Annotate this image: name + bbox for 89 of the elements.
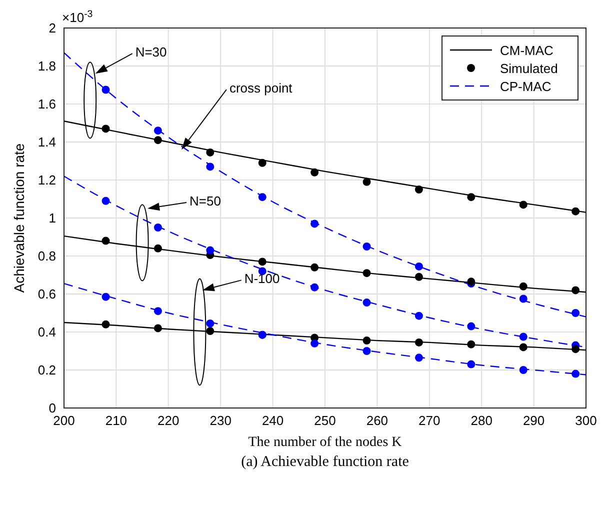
- point: [519, 200, 528, 209]
- point: [362, 347, 371, 355]
- annotation: N=30: [135, 44, 167, 60]
- y-tick-label: 0.2: [38, 362, 56, 378]
- x-tick-label: 220: [158, 413, 180, 428]
- point: [310, 220, 319, 228]
- line-series: [64, 235, 586, 293]
- text: ×10$^{-3}$: [62, 8, 93, 25]
- point: [519, 282, 528, 290]
- line-series: [64, 322, 586, 351]
- point: [467, 340, 476, 348]
- point: [310, 168, 319, 176]
- point: [102, 86, 110, 94]
- x-tick-label: 260: [366, 413, 388, 428]
- y-tick-label: 0.4: [38, 324, 56, 340]
- point: [572, 345, 580, 354]
- annotation: cross point: [229, 80, 293, 96]
- point: [572, 207, 580, 216]
- point: [154, 244, 162, 252]
- point: [362, 269, 371, 278]
- point: [519, 294, 528, 303]
- x-tick-label: 200: [53, 413, 75, 428]
- point: [362, 242, 371, 250]
- point: [258, 158, 266, 167]
- y-tick-label: 1.6: [38, 96, 56, 112]
- point: [414, 354, 423, 362]
- point: [258, 193, 266, 202]
- legend-label: CM-MAC: [500, 43, 554, 58]
- y-axis-title: Achievable function rate: [11, 143, 27, 293]
- y-tick-label: 0.8: [38, 248, 56, 264]
- point: [467, 322, 476, 330]
- line-series: [64, 120, 586, 213]
- point: [154, 224, 162, 232]
- y-tick-label: 1.8: [38, 58, 56, 74]
- x-tick-label: 290: [522, 413, 545, 428]
- x-tick-label: 300: [575, 413, 597, 428]
- point: [310, 263, 319, 272]
- point: [206, 327, 214, 336]
- point: [414, 338, 423, 346]
- point: [258, 258, 266, 266]
- point: [154, 307, 162, 316]
- point: [206, 148, 214, 156]
- point: [362, 178, 371, 186]
- point: [572, 286, 580, 294]
- point: [154, 126, 162, 135]
- point: [206, 319, 214, 328]
- x-tick-label: 240: [262, 413, 284, 428]
- annotation: N-100: [244, 271, 280, 286]
- y-tick-label: 1: [48, 210, 56, 226]
- point: [154, 324, 162, 332]
- point: [467, 360, 476, 368]
- y-tick-label: 2: [48, 20, 56, 36]
- point: [414, 186, 423, 194]
- point: [362, 298, 371, 307]
- x-tick-label: 270: [418, 413, 440, 428]
- point: [102, 236, 110, 245]
- point: [206, 246, 214, 254]
- x-tick-label: 250: [314, 413, 336, 428]
- y-tick-label: 1.4: [38, 134, 56, 150]
- point: [414, 262, 423, 270]
- x-tick-label: 230: [210, 413, 232, 428]
- point: [519, 343, 528, 352]
- y-tick-label: 0: [48, 400, 56, 416]
- point: [572, 370, 580, 378]
- point: [519, 366, 528, 374]
- point: [102, 196, 110, 205]
- point: [310, 283, 319, 292]
- point: [467, 193, 476, 202]
- point: [572, 309, 580, 317]
- point: [102, 292, 110, 301]
- point: [310, 339, 319, 348]
- point: [362, 336, 371, 345]
- legend-label: CP-MAC: [500, 79, 552, 94]
- line-series: [64, 282, 586, 376]
- point: [102, 320, 110, 328]
- point: [519, 332, 528, 341]
- legend-label: Simulated: [500, 61, 558, 76]
- annotation: N=50: [190, 194, 221, 208]
- text: (a) Achievable function rate: [241, 454, 410, 470]
- point: [102, 124, 110, 133]
- x-tick-label: 210: [105, 413, 128, 428]
- x-tick-label: 280: [470, 413, 492, 428]
- point: [414, 272, 423, 281]
- point: [206, 162, 214, 171]
- y-tick-label: 0.6: [38, 286, 56, 302]
- y-tick-label: 1.2: [38, 172, 56, 188]
- point: [414, 312, 423, 320]
- x-axis-title: The number of the nodes K: [248, 435, 402, 450]
- point: [154, 136, 162, 144]
